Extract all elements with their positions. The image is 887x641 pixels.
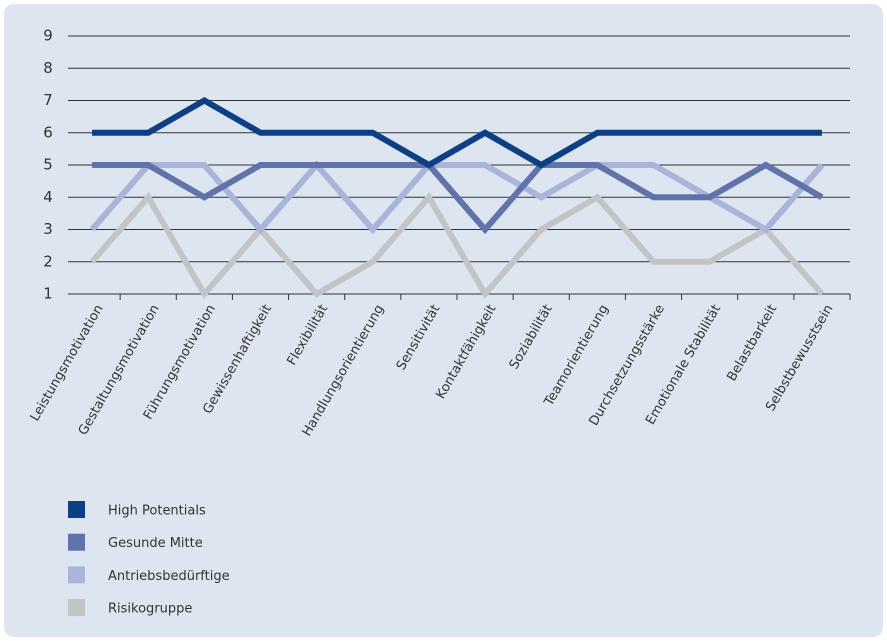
y-tick-label: 4	[43, 188, 53, 206]
card-background	[4, 4, 883, 637]
y-tick-label: 8	[43, 59, 53, 77]
y-tick-label: 5	[43, 156, 53, 174]
series-line	[92, 161, 824, 235]
legend-label: Gesunde Mitte	[108, 536, 203, 551]
legend-label: Antriebsbedürftige	[108, 569, 230, 584]
legend-label: High Potentials	[108, 504, 206, 519]
y-tick-label: 6	[43, 123, 53, 141]
legend-label: Risikogruppe	[108, 602, 192, 617]
series-line	[92, 97, 822, 169]
y-tick-label: 1	[43, 285, 53, 303]
y-tick-label: 2	[43, 252, 53, 270]
series-line	[89, 192, 825, 300]
y-tick-label: 9	[43, 27, 53, 45]
series-line	[89, 160, 825, 235]
legend-swatch	[68, 533, 85, 551]
legend-swatch	[68, 599, 85, 617]
y-tick-label: 7	[43, 91, 53, 109]
y-tick-label: 3	[43, 220, 53, 238]
legend-swatch	[68, 501, 85, 518]
legend-swatch	[68, 566, 85, 584]
